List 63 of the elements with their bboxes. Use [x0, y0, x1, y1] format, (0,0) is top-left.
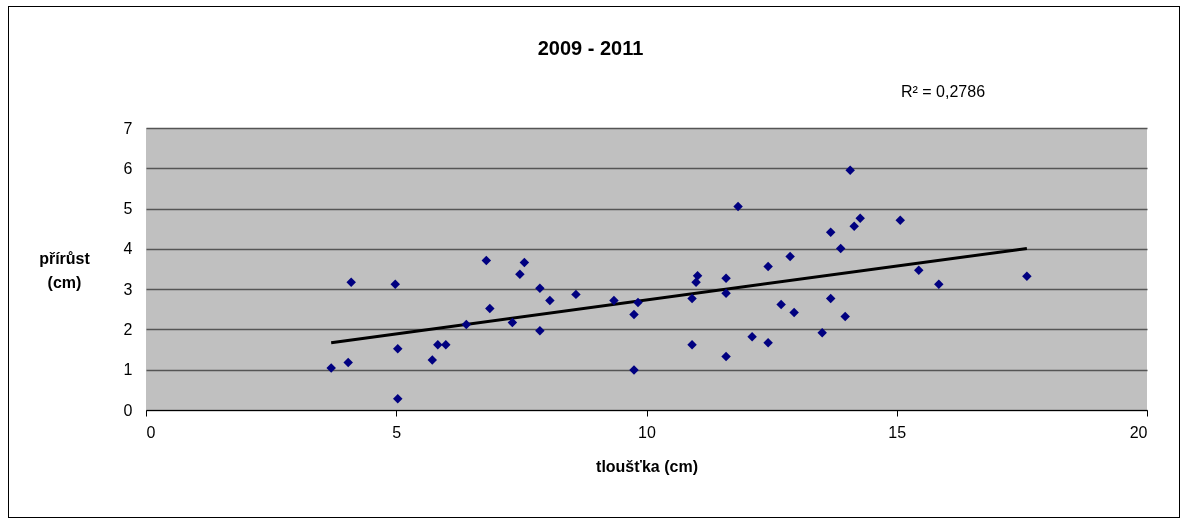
point [515, 269, 525, 279]
y-tick-label: 4 [123, 240, 133, 258]
point [633, 297, 643, 308]
point [326, 363, 336, 373]
chart-title: 2009 - 2011 [537, 37, 644, 59]
point [825, 227, 836, 238]
point [485, 303, 495, 314]
point [721, 273, 731, 284]
point [629, 309, 639, 320]
point [427, 355, 438, 365]
point [346, 277, 356, 288]
point [747, 331, 757, 342]
point [393, 393, 403, 404]
point [692, 271, 703, 281]
point [895, 215, 905, 225]
point [840, 311, 850, 322]
point [545, 295, 555, 306]
point [845, 165, 855, 176]
point [441, 339, 451, 350]
point [733, 201, 743, 212]
point [535, 325, 545, 336]
point [934, 279, 944, 290]
point [914, 265, 924, 275]
point [519, 257, 530, 268]
point [433, 339, 443, 350]
point [507, 317, 518, 328]
x-tick-label: 10 [638, 423, 656, 441]
y-tick-label: 3 [123, 280, 133, 298]
point [687, 339, 697, 350]
point [763, 337, 773, 348]
point [571, 289, 581, 300]
point [1022, 271, 1032, 281]
point [776, 299, 786, 310]
point [817, 327, 827, 338]
y-axis-title: přírůst (cm) [39, 249, 91, 291]
y-tick-label: 7 [123, 119, 133, 137]
point [687, 293, 697, 304]
x-tick-label: 0 [146, 423, 156, 441]
point [461, 319, 472, 330]
point [855, 213, 865, 223]
point [481, 255, 492, 266]
point [393, 344, 403, 354]
y-tick-label: 6 [123, 159, 133, 177]
y-tick-label: 2 [123, 320, 133, 338]
x-tick-label: 15 [888, 423, 907, 441]
point [535, 283, 545, 294]
point [721, 351, 731, 362]
x-tick-label: 5 [392, 423, 402, 441]
y-tick-label: 0 [123, 401, 133, 419]
point [609, 295, 619, 306]
point [763, 261, 773, 272]
point [785, 251, 795, 262]
y-tick-label: 1 [123, 361, 133, 379]
point [849, 221, 859, 232]
y-tick-label: 5 [123, 200, 133, 218]
point [343, 357, 353, 368]
point [835, 243, 846, 254]
point [789, 307, 799, 318]
x-tick-label: 20 [1129, 423, 1148, 441]
text: R² = 0,2786 [901, 83, 986, 100]
point [825, 293, 836, 304]
x-axis-title: tloušťka (cm) [596, 457, 698, 475]
point [390, 279, 400, 290]
